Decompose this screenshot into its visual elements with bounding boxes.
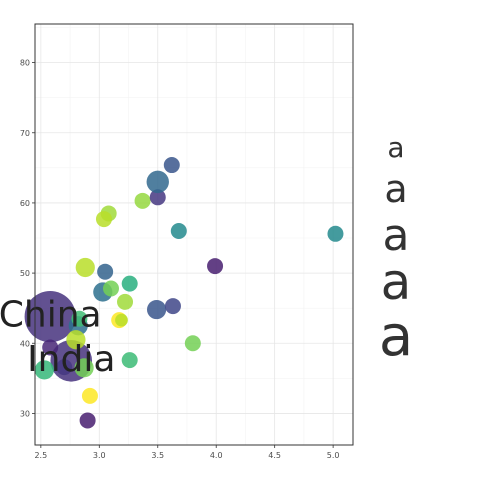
data-point <box>24 290 76 343</box>
panel-background <box>35 24 353 445</box>
data-point <box>71 310 88 327</box>
y-tick-label: 50 <box>20 269 30 278</box>
data-point <box>146 170 169 194</box>
y-tick-label: 40 <box>20 339 30 348</box>
y-tick-label: 60 <box>20 199 30 208</box>
x-tick-label: 5.0 <box>327 451 340 460</box>
data-point <box>81 387 98 404</box>
legend-key: a <box>379 304 413 369</box>
panel-border <box>34 23 354 446</box>
y-tick-label: 30 <box>20 409 30 418</box>
data-point <box>42 339 59 356</box>
country-label: India <box>27 339 115 380</box>
data-point <box>164 298 181 315</box>
data-point <box>97 263 114 280</box>
legend-key: a <box>387 131 404 164</box>
data-point <box>74 358 94 378</box>
data-point <box>170 222 187 239</box>
country-label: China <box>0 295 102 336</box>
legend-key: a <box>381 253 412 311</box>
data-point <box>184 335 201 352</box>
data-point <box>117 293 134 310</box>
data-point <box>149 189 166 206</box>
data-point <box>121 352 138 369</box>
data-point <box>56 359 73 376</box>
data-point <box>163 157 180 174</box>
data-point <box>207 258 224 275</box>
data-point <box>75 257 95 278</box>
legend-key: a <box>383 210 410 261</box>
data-points <box>24 157 344 429</box>
x-tick-label: 3.0 <box>93 451 106 460</box>
data-point <box>95 211 112 228</box>
grid <box>35 24 353 445</box>
data-point <box>79 412 96 429</box>
data-point <box>115 313 128 327</box>
y-tick-label: 70 <box>20 129 30 138</box>
data-point <box>34 360 54 380</box>
y-tick-label: 80 <box>20 59 30 68</box>
data-point <box>134 192 151 209</box>
legend-key: a <box>384 167 407 211</box>
data-point <box>146 299 167 320</box>
data-point <box>102 280 119 297</box>
x-tick-label: 4.5 <box>268 451 281 460</box>
x-tick-label: 2.5 <box>34 451 47 460</box>
axes: 2.5 3.0 3.5 4.0 4.5 5.0 30 40 50 60 70 80 <box>20 59 340 460</box>
data-point <box>66 330 86 350</box>
data-point <box>121 275 138 292</box>
data-point <box>327 225 344 242</box>
x-tick-label: 3.5 <box>151 451 164 460</box>
x-tick-label: 4.0 <box>210 451 223 460</box>
